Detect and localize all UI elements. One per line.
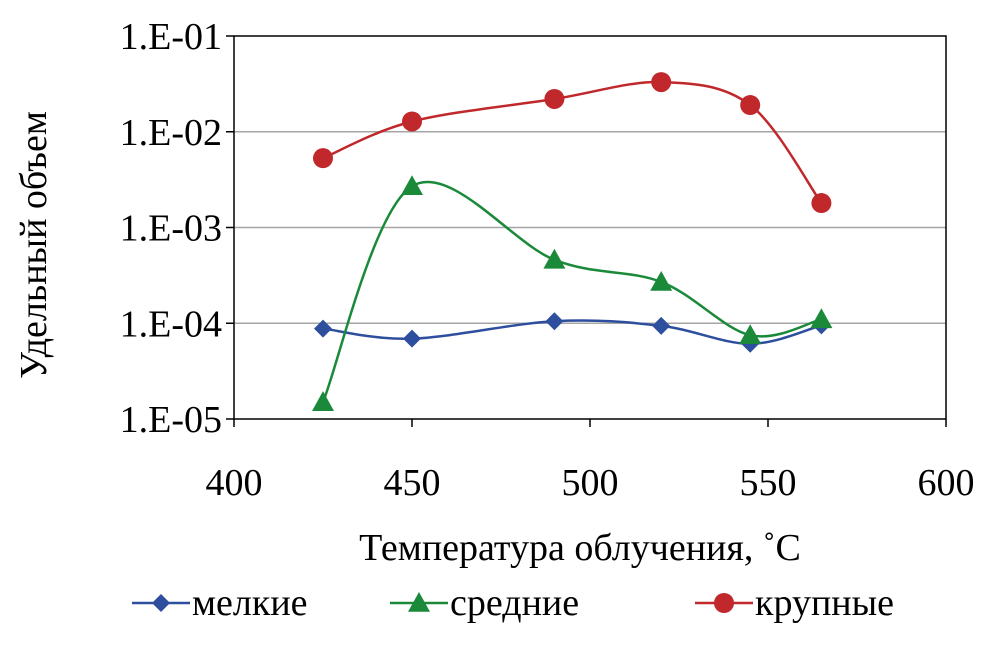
legend-entry: средние bbox=[390, 582, 579, 624]
y-tick-label: 1.E-01 bbox=[120, 16, 222, 58]
data-point bbox=[650, 270, 673, 291]
data-point bbox=[312, 391, 334, 411]
data-point bbox=[739, 324, 762, 345]
data-point bbox=[651, 72, 672, 93]
data-point bbox=[402, 111, 422, 132]
legend-label: средние bbox=[450, 582, 579, 624]
data-point bbox=[544, 88, 565, 109]
x-axis-title: Температура облучения, ˚С bbox=[359, 527, 801, 569]
legend-label: крупные bbox=[755, 582, 894, 624]
legend-label: мелкие bbox=[192, 582, 308, 624]
data-point bbox=[652, 316, 671, 335]
data-point bbox=[403, 329, 421, 348]
x-tick-label: 400 bbox=[206, 462, 263, 504]
y-tick-label: 1.E-03 bbox=[120, 208, 222, 250]
y-tick-label: 1.E-04 bbox=[120, 303, 222, 345]
legend-marker bbox=[152, 594, 170, 612]
data-point bbox=[810, 308, 833, 329]
y-tick-label: 1.E-02 bbox=[120, 112, 222, 154]
series-3 bbox=[313, 72, 832, 214]
x-tick-label: 450 bbox=[384, 462, 441, 504]
data-point bbox=[811, 193, 832, 214]
x-tick-label: 500 bbox=[562, 462, 619, 504]
x-tick-label: 600 bbox=[918, 462, 975, 504]
series-line bbox=[321, 180, 822, 403]
legend-marker bbox=[714, 593, 734, 613]
grid-lines bbox=[234, 131, 946, 324]
series-2 bbox=[312, 175, 833, 411]
data-point bbox=[543, 248, 566, 269]
legend-marker bbox=[408, 592, 430, 612]
data-point bbox=[740, 95, 761, 116]
data-point bbox=[545, 312, 564, 331]
series-layer bbox=[312, 72, 833, 411]
axis-ticks: 1.E-05 1.E-04 1.E-03 1.E-02 1.E-01 400 450 500 5… bbox=[120, 16, 975, 504]
data-point bbox=[314, 319, 332, 338]
legend: мелкие средние крупные bbox=[132, 582, 894, 624]
data-point bbox=[401, 175, 423, 195]
y-axis-title: Удельный объем bbox=[13, 111, 55, 379]
x-tick-label: 550 bbox=[740, 462, 797, 504]
y-tick-label: 1.E-05 bbox=[120, 399, 222, 441]
legend-entry: крупные bbox=[695, 582, 894, 624]
legend-entry: мелкие bbox=[132, 582, 308, 624]
data-point bbox=[313, 148, 333, 169]
